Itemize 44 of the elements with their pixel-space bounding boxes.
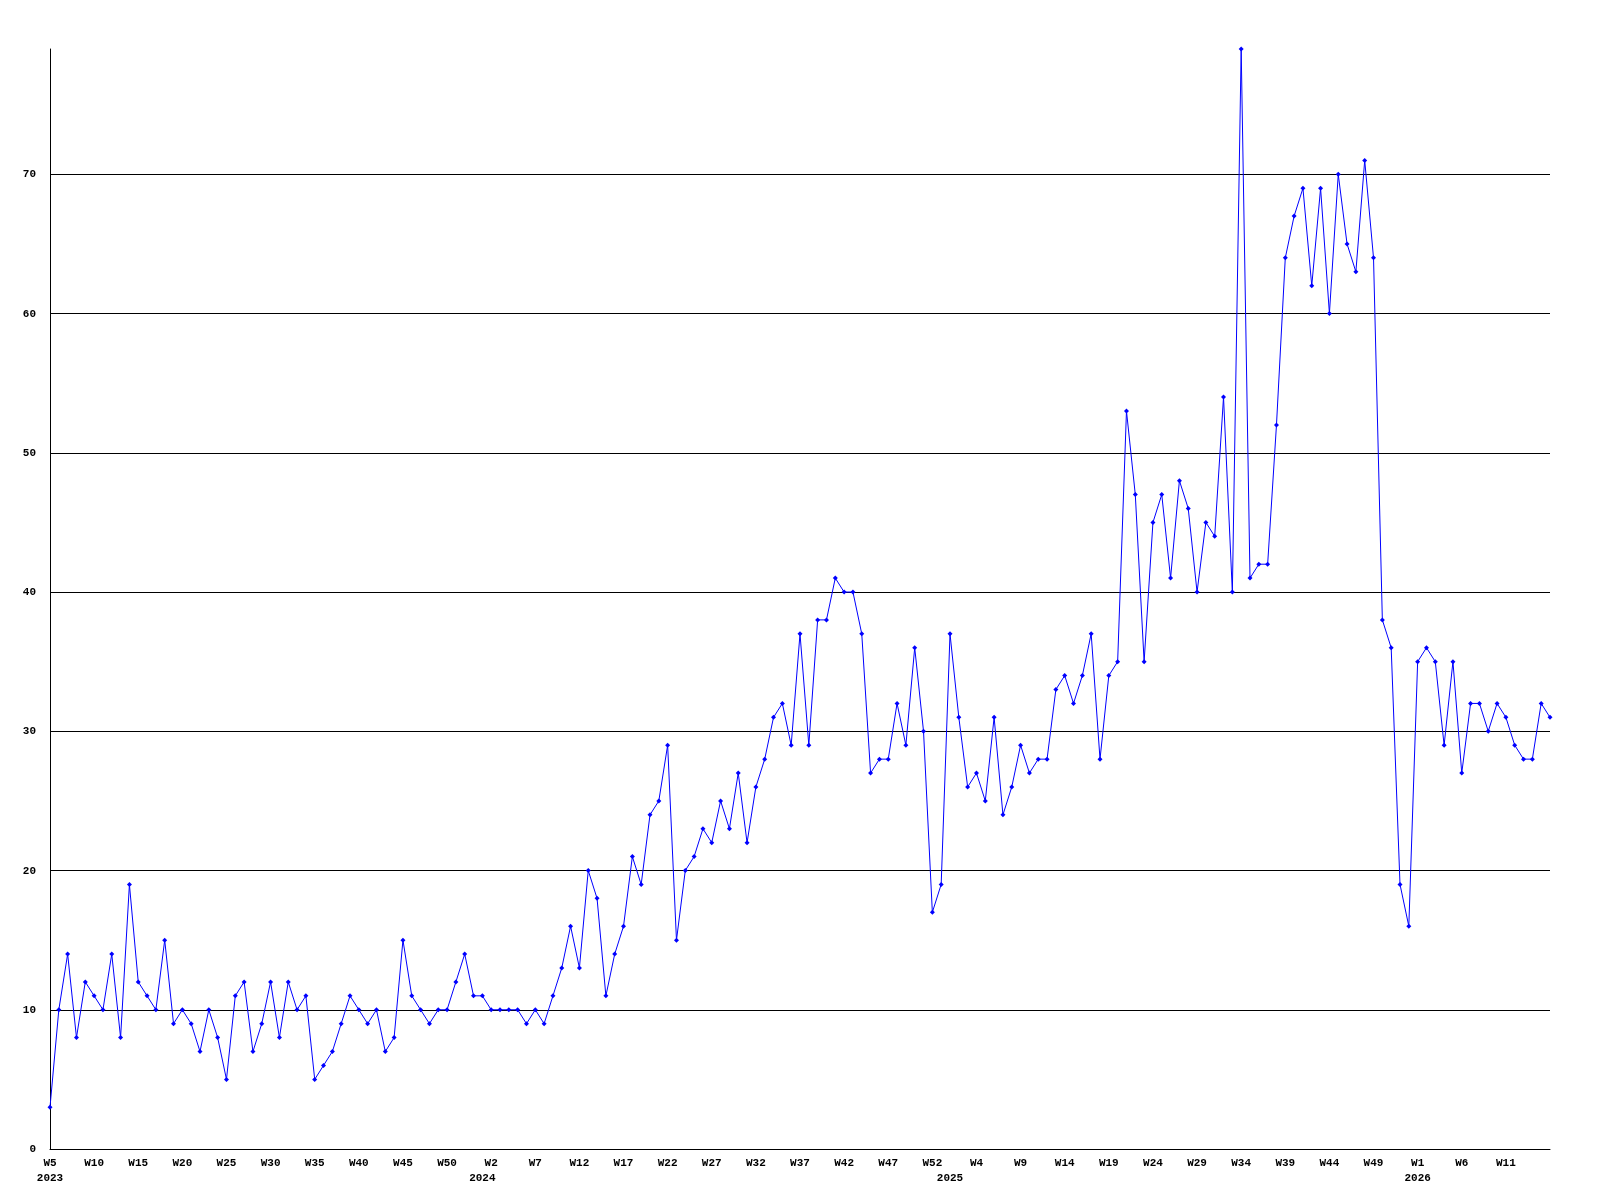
y-tick-label: 10 [22,1003,36,1016]
x-tick-label: W47 [878,1156,899,1169]
x-tick-label: W11 [1495,1156,1517,1169]
x-tick-label: W40 [348,1156,369,1169]
y-tick-label: 20 [22,864,36,877]
y-tick-label: 70 [22,168,36,181]
x-tick-label: W14 [1054,1156,1075,1169]
x-tick-label: W24 [1143,1156,1164,1169]
x-tick-label: W25 [216,1156,237,1169]
x-tick-label: W45 [393,1156,414,1169]
y-tick-label: 50 [22,446,36,459]
x-tick-label: W19 [1098,1156,1119,1169]
x-tick-label: W34 [1231,1156,1252,1169]
x-tick-label: W17 [613,1156,634,1169]
x-tick-label: W2 [484,1156,498,1169]
x-tick-label: W29 [1187,1156,1207,1169]
x-tick-label: W37 [790,1156,810,1169]
x-tick-label: W32 [745,1156,766,1169]
x-tick-label: W15 [128,1156,149,1169]
x-tick-label: W7 [528,1156,542,1169]
y-tick-label: 0 [29,1143,36,1155]
x-tick-label: 2024 [469,1171,496,1184]
x-tick-label: W44 [1319,1156,1340,1169]
x-tick-label: W6 [1455,1156,1469,1169]
x-tick-label: 2025 [936,1171,964,1184]
x-tick-label: W50 [437,1156,457,1169]
x-tick-label: W10 [84,1156,105,1169]
y-tick-label: 40 [22,586,36,599]
x-tick-label: W4 [969,1156,984,1169]
x-tick-label: W49 [1363,1156,1384,1169]
x-tick-label: W35 [304,1156,325,1169]
x-tick-label: W42 [834,1156,855,1169]
x-tick-label: W5 2023 [36,1156,64,1184]
x-tick-label: W22 [657,1156,678,1169]
x-tick-label: W52 [922,1156,943,1169]
x-tick-label: W30 [260,1156,281,1169]
x-tick-label: W12 [569,1156,590,1169]
x-tick-label: W9 [1013,1156,1028,1169]
x-tick-label: W39 [1275,1156,1296,1169]
x-tick-label: W27 [701,1156,722,1169]
y-tick-label: 60 [22,307,36,320]
x-tick-label: W20 [172,1156,193,1169]
y-tick-label: 30 [22,725,36,738]
x-tick-label: W1 2026 [1404,1156,1431,1184]
